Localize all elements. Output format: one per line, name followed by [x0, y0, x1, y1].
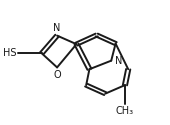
Text: CH₃: CH₃ [116, 106, 134, 116]
Text: O: O [53, 70, 61, 81]
Text: HS: HS [3, 48, 17, 58]
Text: N: N [53, 22, 61, 32]
Text: N: N [115, 56, 123, 66]
